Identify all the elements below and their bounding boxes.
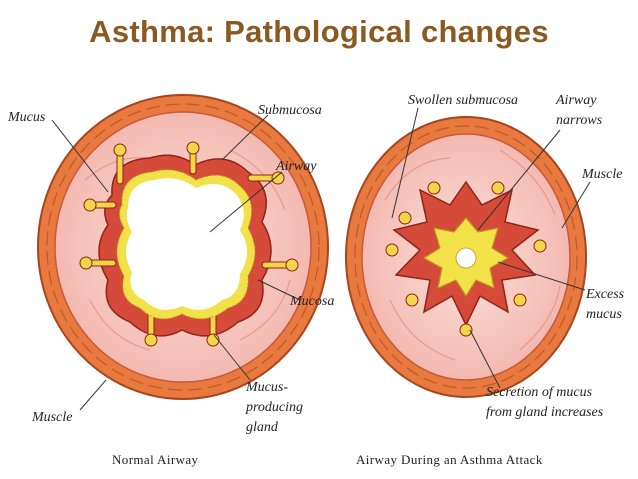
- normal-airway-illustration: [37, 94, 329, 400]
- label-gland-3: gland: [246, 420, 279, 435]
- leader-lines: [51, 107, 591, 411]
- label-swollen-submucosa: Swollen submucosa: [408, 93, 518, 108]
- page-title: Asthma: Pathological changes: [89, 14, 549, 49]
- normal-airway-lumen: [126, 178, 247, 310]
- label-muscle-asthma: Muscle: [581, 167, 622, 182]
- label-airway-narrows-1: Airway: [555, 93, 597, 108]
- caption-normal: Normal Airway: [112, 452, 199, 467]
- label-excess-1: Excess: [585, 287, 625, 302]
- label-secretion-1: Secretion of mucus: [486, 385, 593, 400]
- label-submucosa: Submucosa: [258, 103, 322, 118]
- label-mucosa: Mucosa: [289, 294, 334, 309]
- asthma-airway-illustration: [345, 116, 587, 398]
- asthma-narrowed-lumen: [455, 247, 477, 269]
- label-mucus: Mucus: [7, 110, 46, 125]
- label-secretion-2: from gland increases: [486, 405, 604, 420]
- label-gland-2: producing: [245, 400, 303, 415]
- caption-asthma: Airway During an Asthma Attack: [356, 452, 543, 467]
- label-muscle-normal: Muscle: [31, 410, 72, 425]
- label-airway-narrows-2: narrows: [556, 113, 603, 128]
- label-airway: Airway: [275, 159, 317, 174]
- label-gland-1: Mucus-: [245, 380, 288, 395]
- label-excess-2: mucus: [586, 307, 622, 322]
